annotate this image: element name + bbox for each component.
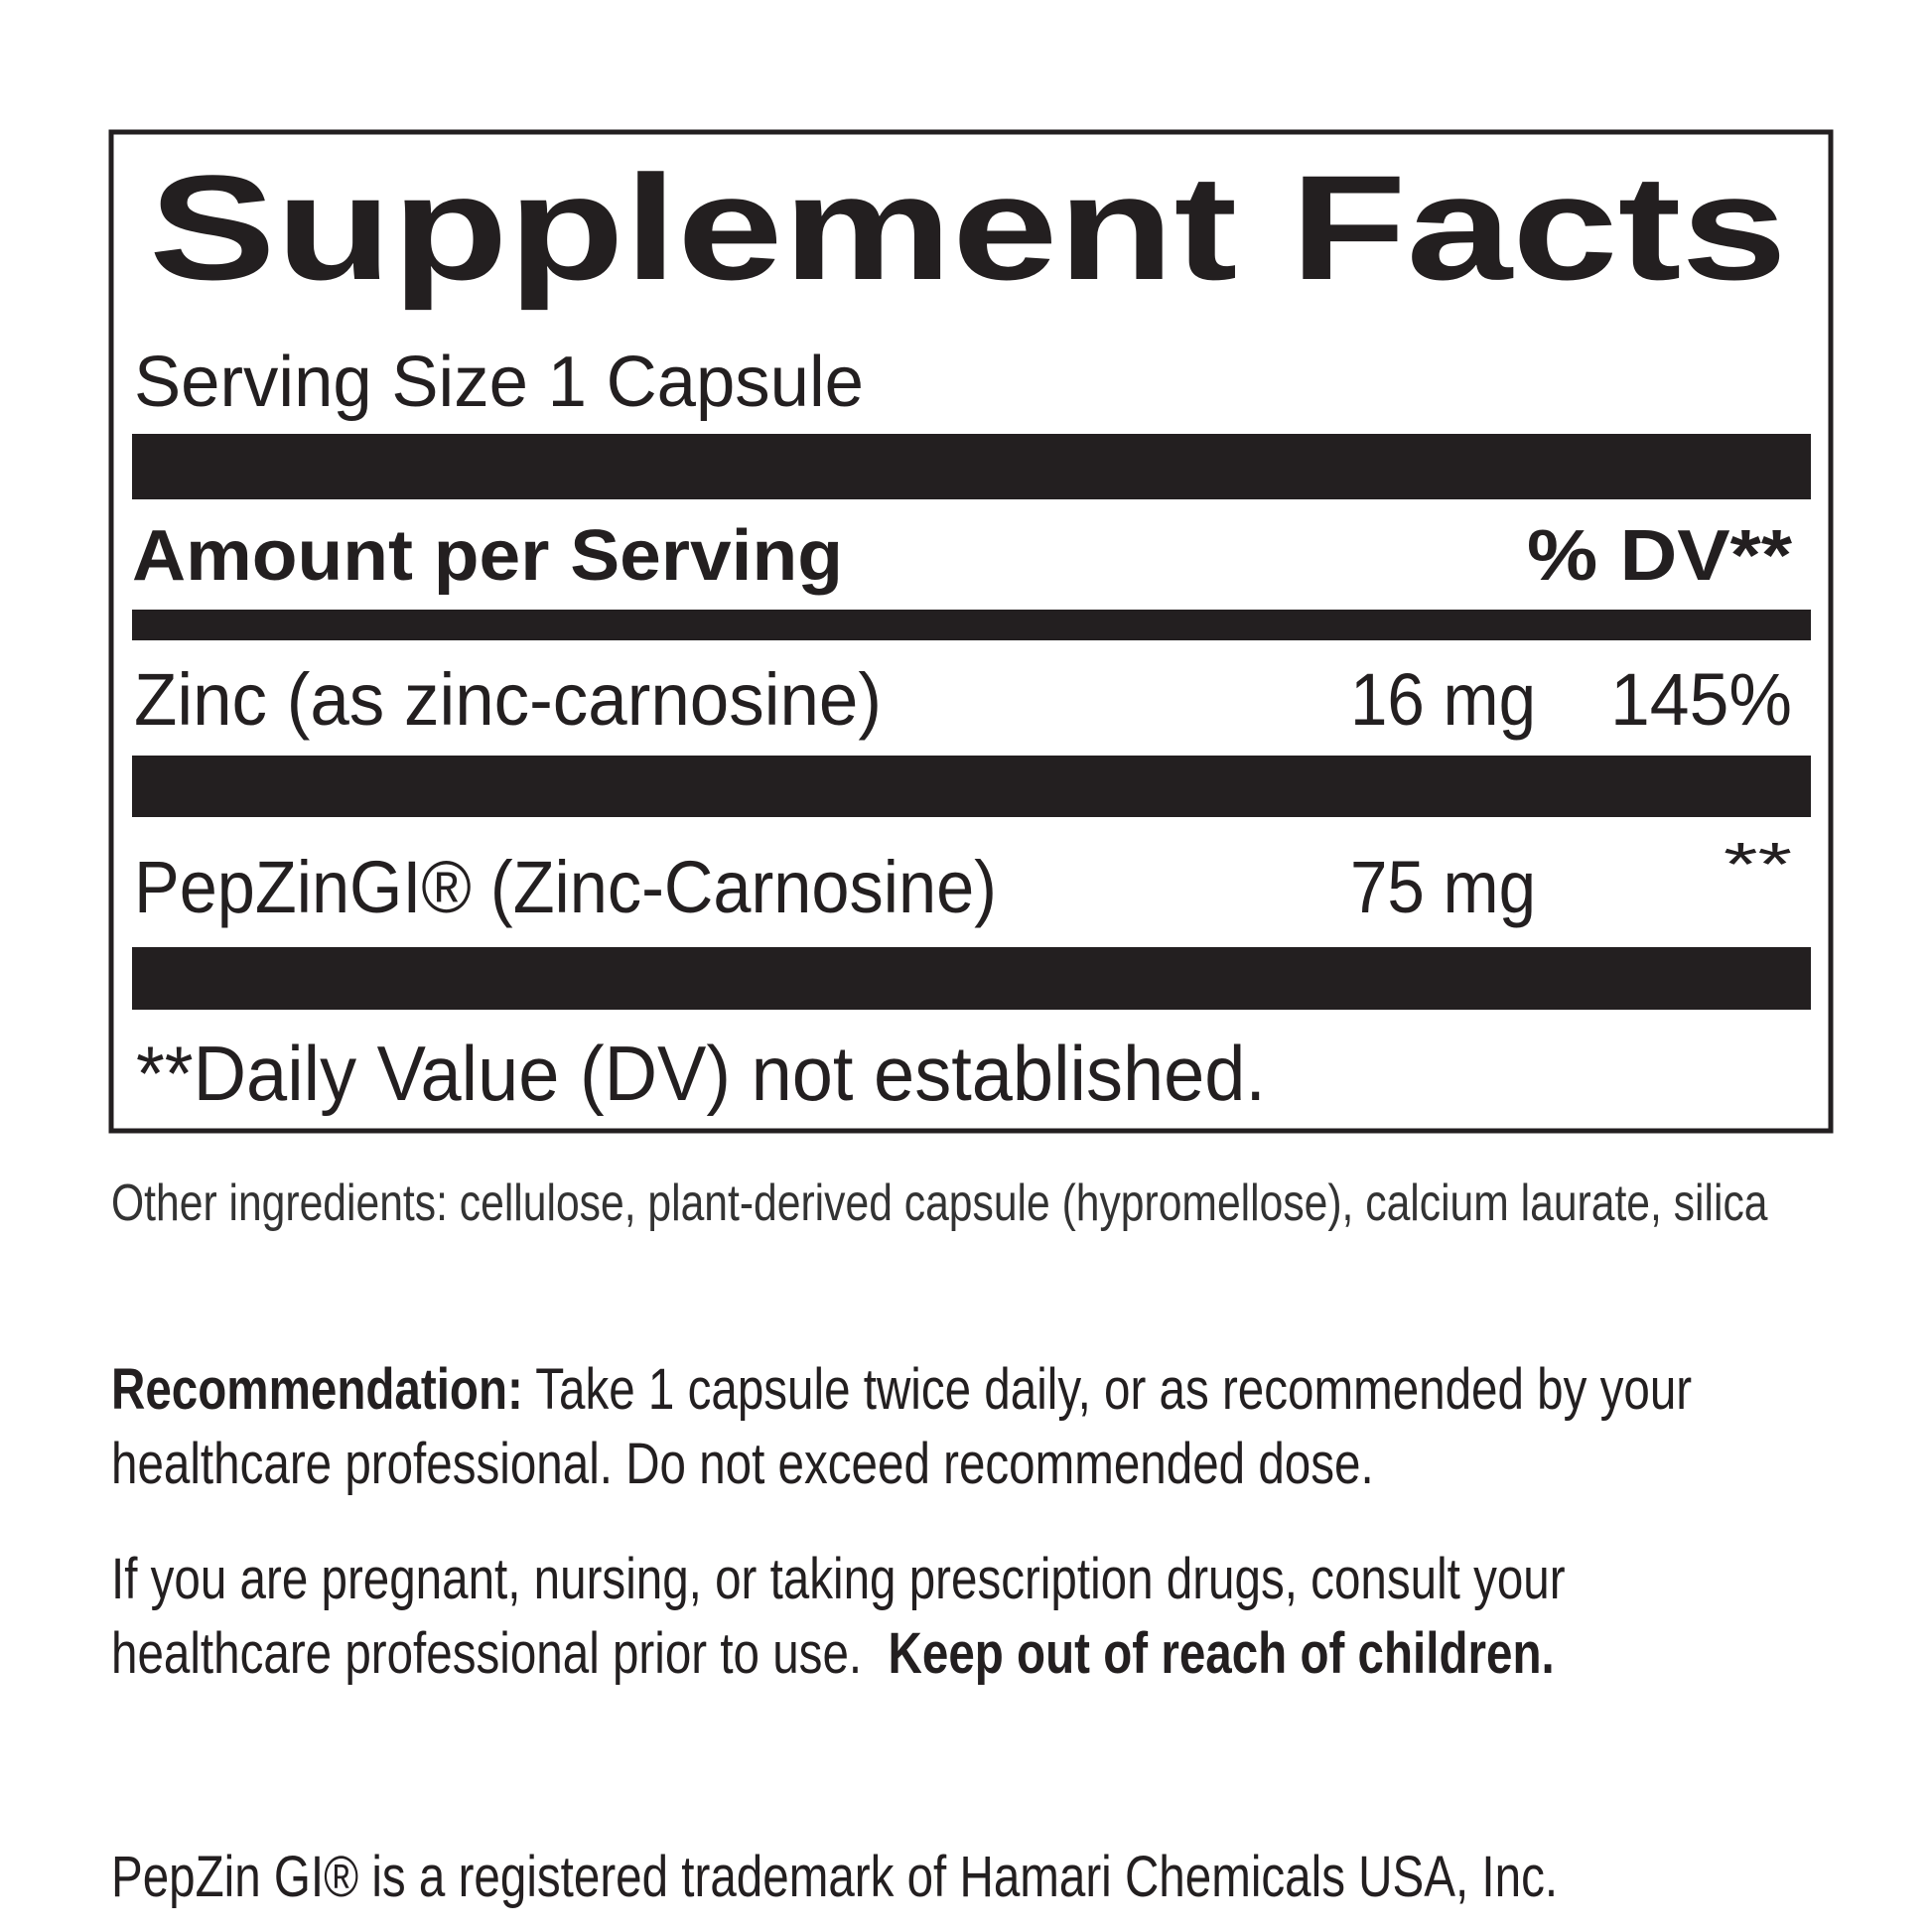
nutrient-name: PepZinGI® (Zinc-Carnosine) [134, 846, 997, 928]
nutrient-dv: 145% [1610, 658, 1792, 741]
trademark: PepZin GI® is a registered trademark of … [111, 1845, 1559, 1909]
serving-size: Serving Size 1 Capsule [134, 343, 864, 422]
recommendation-text: Take 1 capsule twice daily, or as recomm… [111, 1357, 1693, 1496]
nutrient-dv: ** [1724, 831, 1792, 899]
dv-header: % DV** [1527, 516, 1792, 596]
recommendation-label: Recommendation: [111, 1357, 523, 1422]
rule [132, 434, 1811, 499]
nutrient-name: Zinc (as zinc-carnosine) [134, 658, 882, 741]
other-ingredients: Other ingredients: cellulose, plant-deri… [111, 1174, 1768, 1232]
facts-panel: Supplement Facts Serving Size 1 Capsule … [108, 129, 1834, 1134]
nutrient-amount: 16 mg [1350, 658, 1536, 741]
warning-bold: Keep out of reach of children. [888, 1621, 1555, 1686]
rule [132, 756, 1811, 817]
footnote: **Daily Value (DV) not established. [136, 1030, 1266, 1117]
title: Supplement Facts [149, 144, 1787, 311]
warning-text: If you are pregnant, nursing, or taking … [111, 1547, 1566, 1686]
rule [132, 947, 1811, 1010]
rule [132, 610, 1811, 640]
amount-header: Amount per Serving [132, 516, 843, 596]
warning: If you are pregnant, nursing, or taking … [111, 1542, 1799, 1691]
panel-border [108, 129, 1834, 1134]
nutrient-amount: 75 mg [1350, 846, 1536, 928]
recommendation: Recommendation: Take 1 capsule twice dai… [111, 1352, 1799, 1501]
